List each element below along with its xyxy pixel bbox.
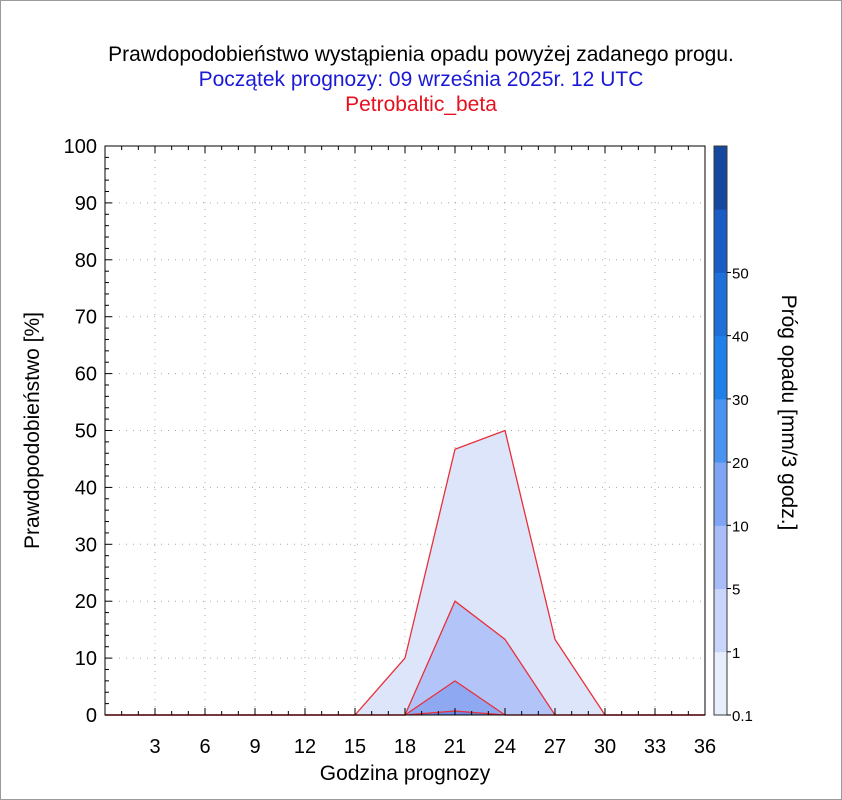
x-tick-label: 24 — [494, 736, 516, 758]
y-tick-label: 40 — [75, 477, 97, 499]
colorbar-border — [713, 145, 728, 716]
x-tick-label: 12 — [294, 736, 316, 758]
colorbar-band — [714, 651, 727, 716]
y-tick-label: 10 — [75, 648, 97, 670]
colorbar-label: Próg opadu [mm/3 godz.] — [777, 295, 800, 531]
chart-title: Prawdopodobieństwo wystąpienia opadu pow… — [108, 43, 734, 66]
colorbar-tick-label: 40 — [732, 329, 749, 346]
y-tick-label: 80 — [75, 250, 97, 272]
colorbar-band — [714, 398, 727, 463]
x-tick-label: 36 — [694, 736, 716, 758]
x-axis-ticks: 3 6 9 12 15 18 21 24 27 30 33 36 — [149, 736, 716, 758]
x-axis-label: Godzina prognozy — [320, 762, 491, 785]
y-tick-label: 60 — [75, 364, 97, 386]
y-tick-label: 0 — [86, 705, 97, 727]
y-tick-label: 90 — [75, 193, 97, 215]
y-tick-label: 20 — [75, 591, 97, 613]
colorbar-band — [714, 525, 727, 590]
area-threshold-0.1 — [105, 430, 705, 715]
grid-lines — [105, 146, 705, 715]
chart-subtitle: Początek prognozy: 09 września 2025r. 12… — [198, 68, 644, 91]
colorbar-tick-label: 5 — [732, 582, 740, 599]
x-tick-label: 30 — [594, 736, 616, 758]
colorbar-tick-label: 10 — [732, 518, 749, 535]
colorbar-band — [714, 209, 727, 273]
y-axis-ticks: 0 10 20 30 40 50 60 70 80 90 100 — [64, 136, 97, 727]
colorbar-band — [714, 335, 727, 400]
x-tick-label: 21 — [444, 736, 466, 758]
colorbar-tick-label: 0.1 — [732, 708, 753, 725]
x-tick-label: 15 — [344, 736, 366, 758]
probability-areas — [105, 429, 705, 716]
y-axis-label: Prawdopodobieństwo [%] — [21, 312, 44, 549]
colorbar-tick-label: 50 — [732, 265, 749, 282]
plot-border — [104, 145, 706, 716]
x-tick-label: 27 — [544, 736, 566, 758]
x-tick-label: 33 — [644, 736, 666, 758]
y-tick-label: 50 — [75, 421, 97, 443]
colorbar-tick-label: 30 — [732, 392, 749, 409]
y-tick-label: 70 — [75, 307, 97, 329]
colorbar-tick-label: 1 — [732, 645, 740, 662]
x-tick-label: 9 — [249, 736, 260, 758]
model-name: Petrobaltic_beta — [345, 93, 497, 116]
y-tick-label: 30 — [75, 534, 97, 556]
colorbar-tick-label: 20 — [732, 455, 749, 472]
colorbar-band — [714, 588, 727, 653]
colorbar: 0.1 1 5 10 20 30 40 50 — [713, 145, 753, 725]
x-tick-label: 18 — [394, 736, 416, 758]
x-tick-label: 6 — [199, 736, 210, 758]
y-tick-label: 100 — [64, 136, 97, 158]
colorbar-band — [714, 272, 727, 337]
x-tick-label: 3 — [149, 736, 160, 758]
colorbar-band — [714, 462, 727, 526]
colorbar-band — [714, 146, 727, 210]
